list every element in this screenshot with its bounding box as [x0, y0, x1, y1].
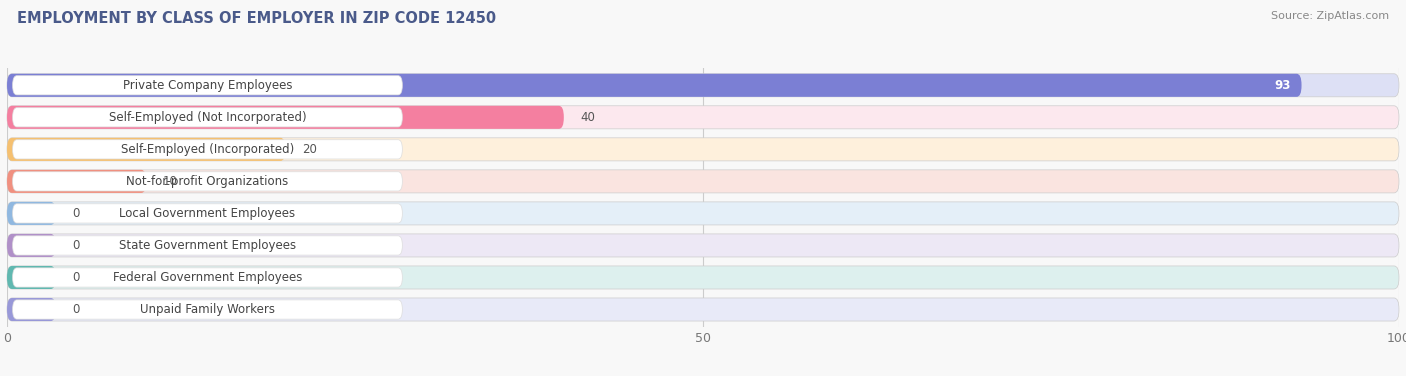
FancyBboxPatch shape — [7, 106, 564, 129]
Text: Self-Employed (Not Incorporated): Self-Employed (Not Incorporated) — [108, 111, 307, 124]
Text: Federal Government Employees: Federal Government Employees — [112, 271, 302, 284]
FancyBboxPatch shape — [7, 74, 1302, 97]
FancyBboxPatch shape — [13, 204, 402, 223]
FancyBboxPatch shape — [7, 138, 285, 161]
FancyBboxPatch shape — [13, 172, 402, 191]
FancyBboxPatch shape — [13, 268, 402, 287]
Text: Self-Employed (Incorporated): Self-Employed (Incorporated) — [121, 143, 294, 156]
FancyBboxPatch shape — [7, 170, 146, 193]
Text: 10: 10 — [163, 175, 177, 188]
FancyBboxPatch shape — [7, 298, 1399, 321]
FancyBboxPatch shape — [7, 266, 1399, 289]
FancyBboxPatch shape — [7, 202, 56, 225]
FancyBboxPatch shape — [13, 108, 402, 127]
Text: Unpaid Family Workers: Unpaid Family Workers — [141, 303, 276, 316]
Text: 40: 40 — [581, 111, 595, 124]
Text: Private Company Employees: Private Company Employees — [122, 79, 292, 92]
Text: 0: 0 — [73, 303, 80, 316]
FancyBboxPatch shape — [7, 74, 1399, 97]
Text: Local Government Employees: Local Government Employees — [120, 207, 295, 220]
FancyBboxPatch shape — [7, 234, 1399, 257]
FancyBboxPatch shape — [7, 170, 1399, 193]
FancyBboxPatch shape — [7, 266, 56, 289]
FancyBboxPatch shape — [7, 298, 56, 321]
FancyBboxPatch shape — [7, 234, 56, 257]
FancyBboxPatch shape — [7, 106, 1399, 129]
Text: EMPLOYMENT BY CLASS OF EMPLOYER IN ZIP CODE 12450: EMPLOYMENT BY CLASS OF EMPLOYER IN ZIP C… — [17, 11, 496, 26]
FancyBboxPatch shape — [13, 76, 402, 95]
FancyBboxPatch shape — [13, 140, 402, 159]
Text: 93: 93 — [1274, 79, 1291, 92]
Text: Source: ZipAtlas.com: Source: ZipAtlas.com — [1271, 11, 1389, 21]
FancyBboxPatch shape — [13, 236, 402, 255]
Text: 20: 20 — [302, 143, 316, 156]
FancyBboxPatch shape — [7, 202, 1399, 225]
Text: Not-for-profit Organizations: Not-for-profit Organizations — [127, 175, 288, 188]
Text: 0: 0 — [73, 271, 80, 284]
FancyBboxPatch shape — [13, 300, 402, 319]
FancyBboxPatch shape — [7, 138, 1399, 161]
Text: 0: 0 — [73, 207, 80, 220]
Text: 0: 0 — [73, 239, 80, 252]
Text: State Government Employees: State Government Employees — [120, 239, 297, 252]
